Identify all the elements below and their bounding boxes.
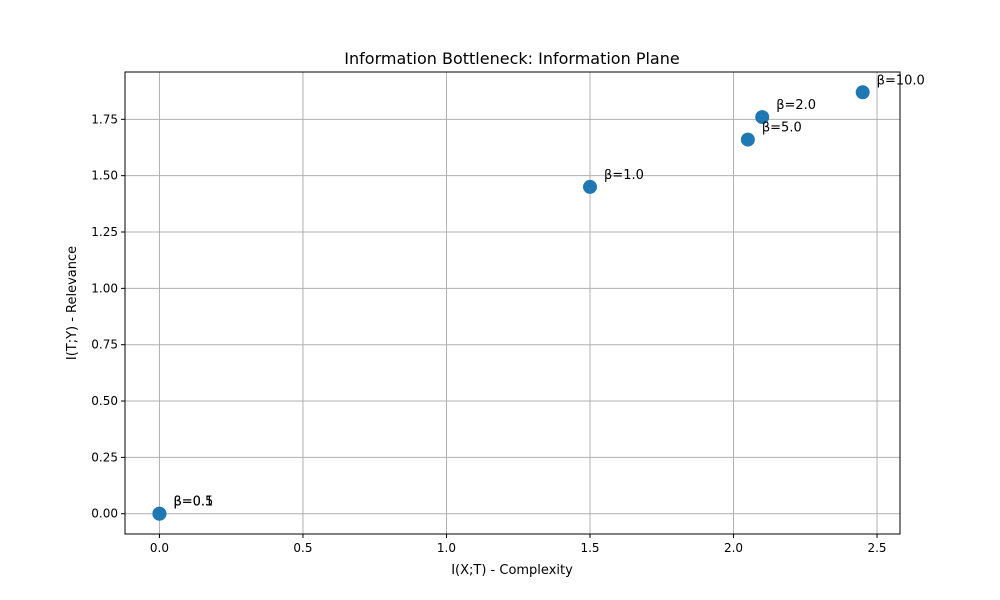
point-labels: β=0.1β=0.5 β=1.0 β=2.0 β=5.0 β=10.0 xyxy=(173,73,924,509)
x-axis-ticks: 0.0 0.5 1.0 1.5 2.0 2.5 xyxy=(150,534,887,555)
grid xyxy=(125,72,900,534)
data-point xyxy=(855,85,870,100)
x-tick-label: 2.0 xyxy=(724,541,743,555)
x-tick-label: 1.5 xyxy=(580,541,599,555)
y-tick-label: 1.75 xyxy=(91,112,118,126)
data-point xyxy=(740,132,755,147)
y-axis-label: I(T;Y) - Relevance xyxy=(65,246,80,360)
point-label: β=10.0 xyxy=(877,73,925,88)
y-tick-label: 1.50 xyxy=(91,169,118,183)
y-tick-label: 0.25 xyxy=(91,450,118,464)
x-axis-label: I(X;T) - Complexity xyxy=(451,563,573,578)
data-points xyxy=(152,85,870,521)
x-tick-label: 1.0 xyxy=(437,541,456,555)
point-label: β=2.0 xyxy=(776,98,816,113)
data-point xyxy=(152,506,167,521)
point-label: β=0.1 xyxy=(173,495,213,510)
x-tick-label: 2.5 xyxy=(867,541,886,555)
plot-frame xyxy=(124,71,901,535)
x-tick-label: 0.5 xyxy=(293,541,312,555)
point-label: β=1.0 xyxy=(604,168,644,183)
y-axis-ticks: 0.00 0.25 0.50 0.75 1.00 1.25 1.50 1.75 xyxy=(91,112,125,521)
y-tick-label: 0.75 xyxy=(91,338,118,352)
point-label: β=5.0 xyxy=(762,121,802,136)
y-tick-label: 1.00 xyxy=(91,281,118,295)
y-tick-label: 0.00 xyxy=(91,507,118,521)
x-tick-label: 0.0 xyxy=(150,541,169,555)
data-point xyxy=(583,179,597,194)
data-point xyxy=(755,110,770,125)
chart-title: Information Bottleneck: Information Plan… xyxy=(344,49,679,68)
y-tick-label: 0.50 xyxy=(91,394,118,408)
point-label: β=0.5 xyxy=(173,495,213,510)
y-tick-label: 1.25 xyxy=(91,225,118,239)
